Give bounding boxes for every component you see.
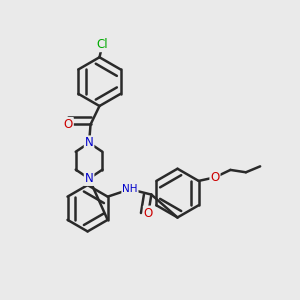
Text: Cl: Cl [97, 38, 108, 51]
Text: O: O [210, 171, 220, 184]
Text: N: N [85, 172, 93, 185]
Text: O: O [64, 118, 73, 131]
Text: NH: NH [122, 184, 138, 194]
Text: N: N [85, 136, 93, 149]
Text: O: O [144, 206, 153, 220]
